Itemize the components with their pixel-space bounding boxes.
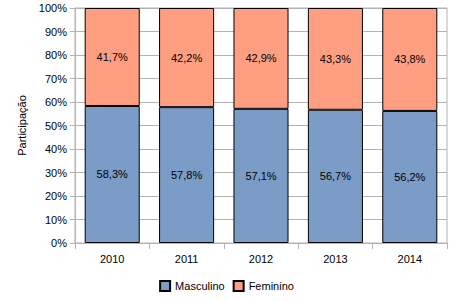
svg-text:41,7%: 41,7% bbox=[97, 51, 128, 63]
svg-text:57,1%: 57,1% bbox=[245, 170, 276, 182]
svg-text:Feminino: Feminino bbox=[249, 280, 294, 292]
svg-text:56,7%: 56,7% bbox=[320, 170, 351, 182]
svg-text:2014: 2014 bbox=[398, 253, 422, 265]
svg-text:20%: 20% bbox=[45, 190, 67, 202]
svg-text:2011: 2011 bbox=[175, 253, 199, 265]
svg-text:43,8%: 43,8% bbox=[394, 53, 425, 65]
svg-text:60%: 60% bbox=[45, 96, 67, 108]
svg-text:50%: 50% bbox=[45, 120, 67, 132]
svg-text:58,3%: 58,3% bbox=[97, 168, 128, 180]
svg-text:42,9%: 42,9% bbox=[245, 52, 276, 64]
svg-text:2013: 2013 bbox=[323, 253, 347, 265]
svg-text:Masculino: Masculino bbox=[175, 280, 225, 292]
svg-text:90%: 90% bbox=[45, 26, 67, 38]
svg-text:2012: 2012 bbox=[249, 253, 273, 265]
svg-text:42,2%: 42,2% bbox=[171, 52, 202, 64]
svg-text:2010: 2010 bbox=[100, 253, 124, 265]
svg-text:Participação: Participação bbox=[16, 95, 28, 156]
svg-text:10%: 10% bbox=[45, 214, 67, 226]
svg-text:57,8%: 57,8% bbox=[171, 169, 202, 181]
svg-text:100%: 100% bbox=[39, 2, 67, 14]
svg-text:30%: 30% bbox=[45, 167, 67, 179]
svg-text:56,2%: 56,2% bbox=[394, 171, 425, 183]
svg-text:40%: 40% bbox=[45, 143, 67, 155]
svg-text:0%: 0% bbox=[51, 237, 67, 249]
svg-text:70%: 70% bbox=[45, 73, 67, 85]
svg-text:43,3%: 43,3% bbox=[320, 53, 351, 65]
svg-text:80%: 80% bbox=[45, 49, 67, 61]
